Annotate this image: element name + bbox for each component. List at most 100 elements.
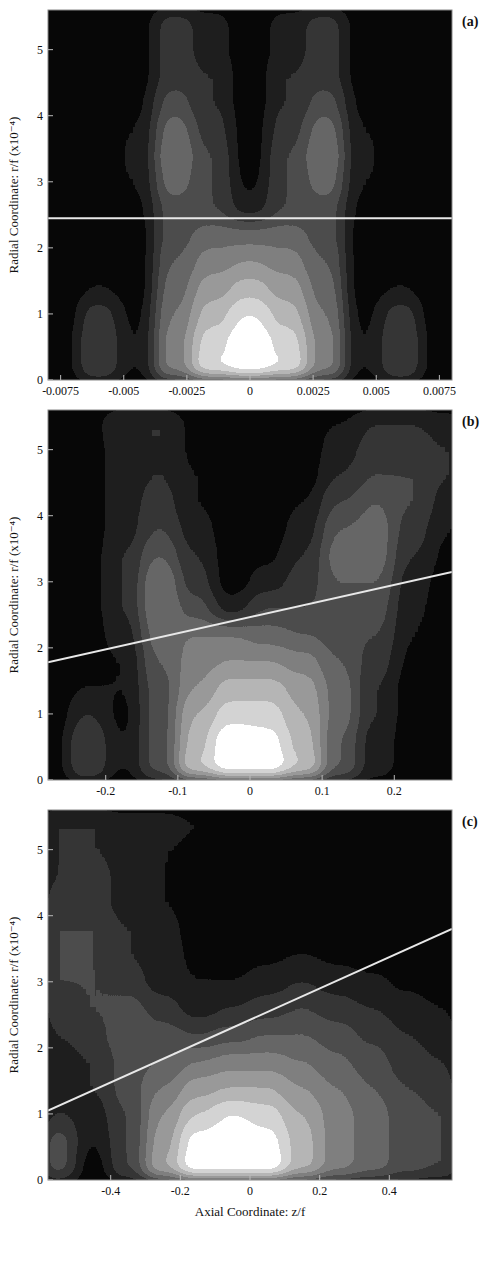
- cell: [319, 836, 355, 863]
- cell: [117, 89, 156, 116]
- y-tick: [48, 380, 53, 381]
- cell: [145, 1153, 181, 1180]
- y-tick-label: 0: [37, 773, 43, 787]
- cell: [145, 1127, 181, 1154]
- cell: [155, 300, 194, 327]
- cell: [231, 300, 270, 327]
- cell: [306, 10, 345, 37]
- y-tick-label: 3: [37, 575, 43, 589]
- cell: [322, 436, 359, 463]
- cell: [69, 515, 106, 542]
- cell: [177, 727, 214, 754]
- cell: [322, 647, 359, 674]
- cell: [48, 836, 76, 863]
- cell: [389, 1074, 425, 1101]
- x-tick-label: -0.2: [171, 1184, 190, 1198]
- cell: [141, 727, 178, 754]
- cell: [177, 462, 214, 489]
- y-axis-title: Radial Coordinate: r/f (x10⁻⁴): [6, 517, 21, 674]
- cell: [145, 968, 181, 995]
- cell: [145, 1100, 181, 1127]
- cell: [193, 36, 232, 63]
- cell: [420, 327, 452, 354]
- cell: [231, 89, 270, 116]
- x-tick-label: 0: [247, 384, 253, 398]
- cell: [213, 462, 250, 489]
- cell: [268, 300, 307, 327]
- cell: [193, 274, 232, 301]
- cell: [79, 327, 118, 354]
- cell: [141, 595, 178, 622]
- y-tick: [48, 115, 53, 116]
- cell: [110, 942, 146, 969]
- cell: [75, 968, 111, 995]
- panel-label: (b): [462, 414, 479, 430]
- cell: [424, 862, 452, 889]
- cell: [420, 247, 452, 274]
- cell: [48, 221, 80, 248]
- cell: [105, 674, 142, 701]
- cell: [354, 915, 390, 942]
- plot-frame: [48, 810, 452, 1180]
- y-tick: [48, 1047, 53, 1048]
- x-tick: [319, 1175, 320, 1180]
- cell: [389, 1047, 425, 1074]
- cell: [213, 489, 250, 516]
- cell: [420, 142, 452, 169]
- cell: [48, 568, 70, 595]
- cell: [268, 36, 307, 63]
- cell: [354, 862, 390, 889]
- y-tick-label: 2: [37, 1041, 43, 1055]
- cell: [117, 36, 156, 63]
- cell: [250, 489, 287, 516]
- cell: [155, 247, 194, 274]
- cell: [193, 62, 232, 89]
- cell: [48, 542, 70, 569]
- cell: [117, 168, 156, 195]
- cell: [155, 221, 194, 248]
- cell: [141, 700, 178, 727]
- cell: [48, 595, 70, 622]
- cell: [250, 942, 286, 969]
- cell: [110, 836, 146, 863]
- cell: [424, 1127, 452, 1154]
- cell: [420, 89, 452, 116]
- cell: [322, 621, 359, 648]
- cell: [284, 1153, 320, 1180]
- cell: [250, 1047, 286, 1074]
- cell: [75, 915, 111, 942]
- cell: [382, 247, 421, 274]
- cell: [117, 247, 156, 274]
- cell: [48, 168, 80, 195]
- cell: [69, 489, 106, 516]
- y-tick: [48, 515, 53, 516]
- cell: [79, 247, 118, 274]
- cell: [322, 727, 359, 754]
- cell: [319, 1100, 355, 1127]
- intensity-field: [48, 10, 452, 380]
- x-tick-label: 0.005: [363, 384, 390, 398]
- cell: [213, 515, 250, 542]
- x-tick-label: -0.0075: [42, 384, 79, 398]
- cell: [268, 247, 307, 274]
- cell: [110, 889, 146, 916]
- cell: [394, 436, 431, 463]
- cell: [155, 168, 194, 195]
- cell: [155, 115, 194, 142]
- y-tick: [48, 247, 53, 248]
- cell: [322, 462, 359, 489]
- cell: [180, 836, 216, 863]
- cell: [177, 489, 214, 516]
- cell: [344, 221, 383, 248]
- cell: [213, 647, 250, 674]
- cell: [344, 300, 383, 327]
- cell: [354, 1153, 390, 1180]
- cell: [354, 1100, 390, 1127]
- cell: [180, 810, 216, 837]
- cell: [105, 727, 142, 754]
- cell: [306, 142, 345, 169]
- cell: [48, 327, 80, 354]
- cell: [424, 1153, 452, 1180]
- cell: [250, 753, 287, 780]
- panel: -0.2-0.100.10.2012345Radial Coordinate: …: [6, 370, 492, 820]
